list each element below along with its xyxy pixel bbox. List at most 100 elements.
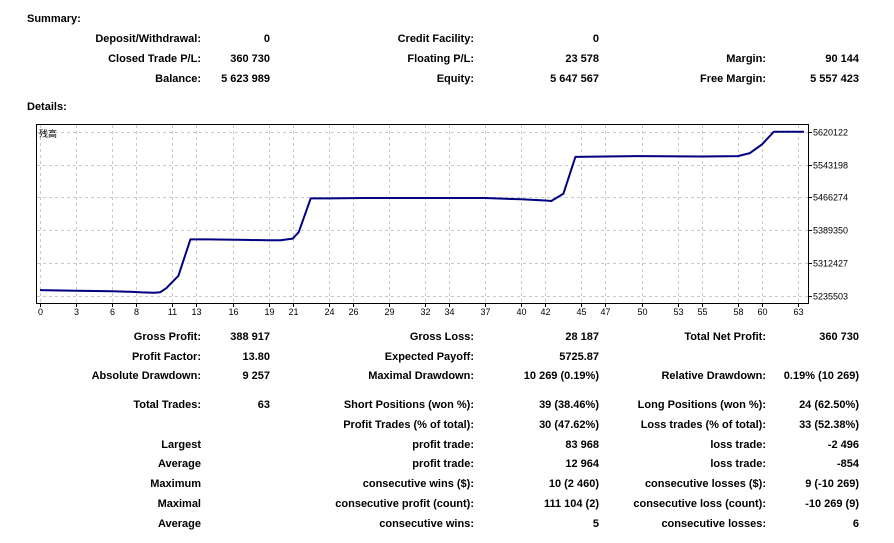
x-tick-label: 13 (191, 307, 201, 317)
summary-value: 360 730 (230, 53, 270, 65)
chart-frame (36, 124, 809, 304)
details-value: 24 (62.50%) (799, 399, 859, 411)
summary-label: Closed Trade P/L: (108, 53, 201, 65)
y-tick-label: 5389350 (813, 226, 848, 236)
chart-legend-glyph: 残高 (39, 128, 57, 139)
details-value: 9 (-10 269) (805, 478, 859, 490)
details-title: Details: (27, 101, 67, 113)
x-tick-label: 32 (420, 307, 430, 317)
y-tick-label: 5620122 (813, 128, 848, 138)
details-label: consecutive losses: (661, 518, 766, 530)
details-label: Profit Trades (% of total): (343, 419, 474, 431)
details-value: 28 187 (565, 331, 599, 343)
details-label: Maximum (150, 478, 201, 490)
x-tick-label: 40 (516, 307, 526, 317)
x-tick-label: 11 (168, 307, 177, 317)
summary-value: 5 557 423 (810, 73, 859, 85)
details-value: 33 (52.38%) (799, 419, 859, 431)
details-label: Loss trades (% of total): (640, 419, 766, 431)
details-value: 0.19% (10 269) (783, 370, 859, 382)
details-label: Short Positions (won %): (343, 399, 474, 411)
details-value: 39 (38.46%) (539, 399, 599, 411)
summary-title: Summary: (27, 13, 81, 25)
details-label: consecutive profit (count): (335, 498, 474, 510)
details-label: Largest (161, 439, 201, 451)
details-label: profit trade: (412, 458, 474, 470)
details-value: 12 964 (565, 458, 599, 470)
details-value: 10 (2 460) (548, 478, 599, 490)
x-tick-label: 42 (540, 307, 550, 317)
details-label: Average (157, 518, 201, 530)
summary-value: 23 578 (565, 53, 599, 65)
details-label: Maximal Drawdown: (368, 370, 474, 382)
details-label: consecutive loss (count): (633, 498, 766, 510)
x-tick-label: 58 (733, 307, 743, 317)
summary-label: Deposit/Withdrawal: (95, 33, 201, 45)
details-value: -854 (836, 458, 859, 470)
x-tick-label: 60 (757, 307, 767, 317)
details-value: 360 730 (819, 331, 859, 343)
details-value: 5725.87 (559, 351, 599, 363)
summary-value: 5 623 989 (221, 73, 270, 85)
details-value: 111 104 (2) (543, 498, 599, 510)
details-value: 30 (47.62%) (539, 419, 599, 431)
summary-label: Free Margin: (699, 73, 766, 85)
summary-value: 90 144 (825, 53, 859, 65)
summary-label: Floating P/L: (407, 53, 474, 65)
chart-grid (37, 125, 808, 303)
x-tick-label: 0 (38, 307, 43, 317)
details-value: 10 269 (0.19%) (523, 370, 599, 382)
summary-label: Balance: (155, 73, 201, 85)
details-value: 9 257 (242, 370, 270, 382)
x-tick-label: 37 (480, 307, 490, 317)
x-tick-label: 50 (637, 307, 647, 317)
y-tick-label: 5235503 (813, 292, 848, 302)
x-tick-label: 29 (384, 307, 394, 317)
details-label: Expected Payoff: (384, 351, 474, 363)
x-tick-label: 6 (110, 307, 115, 317)
summary-value: 0 (263, 33, 270, 45)
details-label: Average (157, 458, 201, 470)
chart-y-axis: 5235503 5312427 5389350 5466274 5543198 56201… (808, 128, 848, 302)
x-tick-label: 8 (134, 307, 139, 317)
details-label: loss trade: (710, 439, 766, 451)
details-label: Relative Drawdown: (661, 370, 766, 382)
x-tick-label: 3 (74, 307, 79, 317)
details-value: 6 (852, 518, 859, 530)
summary-label: Credit Facility: (397, 33, 474, 45)
y-tick-label: 5312427 (813, 259, 848, 269)
y-tick-label: 5543198 (813, 161, 848, 171)
x-tick-label: 24 (324, 307, 334, 317)
summary-label: Equity: (436, 73, 474, 85)
details-label: Total Net Profit: (684, 331, 766, 343)
details-label: loss trade: (710, 458, 766, 470)
summary-value: 0 (592, 33, 599, 45)
details-value: 63 (257, 399, 270, 411)
details-label: Maximal (157, 498, 201, 510)
balance-line (39, 130, 804, 294)
details-label: consecutive wins ($): (362, 478, 474, 490)
x-tick-label: 45 (576, 307, 586, 317)
details-value: 5 (592, 518, 599, 530)
details-label: Absolute Drawdown: (91, 370, 201, 382)
details-label: Gross Loss: (409, 331, 474, 343)
x-tick-label: 63 (793, 307, 803, 317)
details-label: Long Positions (won %): (637, 399, 766, 411)
x-tick-label: 47 (600, 307, 610, 317)
details-label: Profit Factor: (131, 351, 201, 363)
details-label: consecutive wins: (379, 518, 474, 530)
x-tick-label: 26 (348, 307, 358, 317)
details-value: 13.80 (242, 351, 270, 363)
details-label: Total Trades: (133, 399, 201, 411)
details-value: -10 269 (9) (805, 498, 859, 510)
chart-x-axis: 0 3 6 8 11 13 16 19 21 24 26 29 32 34 37 40 42 45 47 50 53 55… (38, 304, 804, 317)
summary-label: Margin: (726, 53, 766, 65)
details-label: profit trade: (412, 439, 474, 451)
x-tick-label: 53 (673, 307, 683, 317)
x-tick-label: 21 (288, 307, 298, 317)
details-label: Gross Profit: (133, 331, 201, 343)
details-value: 388 917 (230, 331, 270, 343)
details-label: consecutive losses ($): (644, 478, 766, 490)
details-value: -2 496 (827, 439, 859, 451)
